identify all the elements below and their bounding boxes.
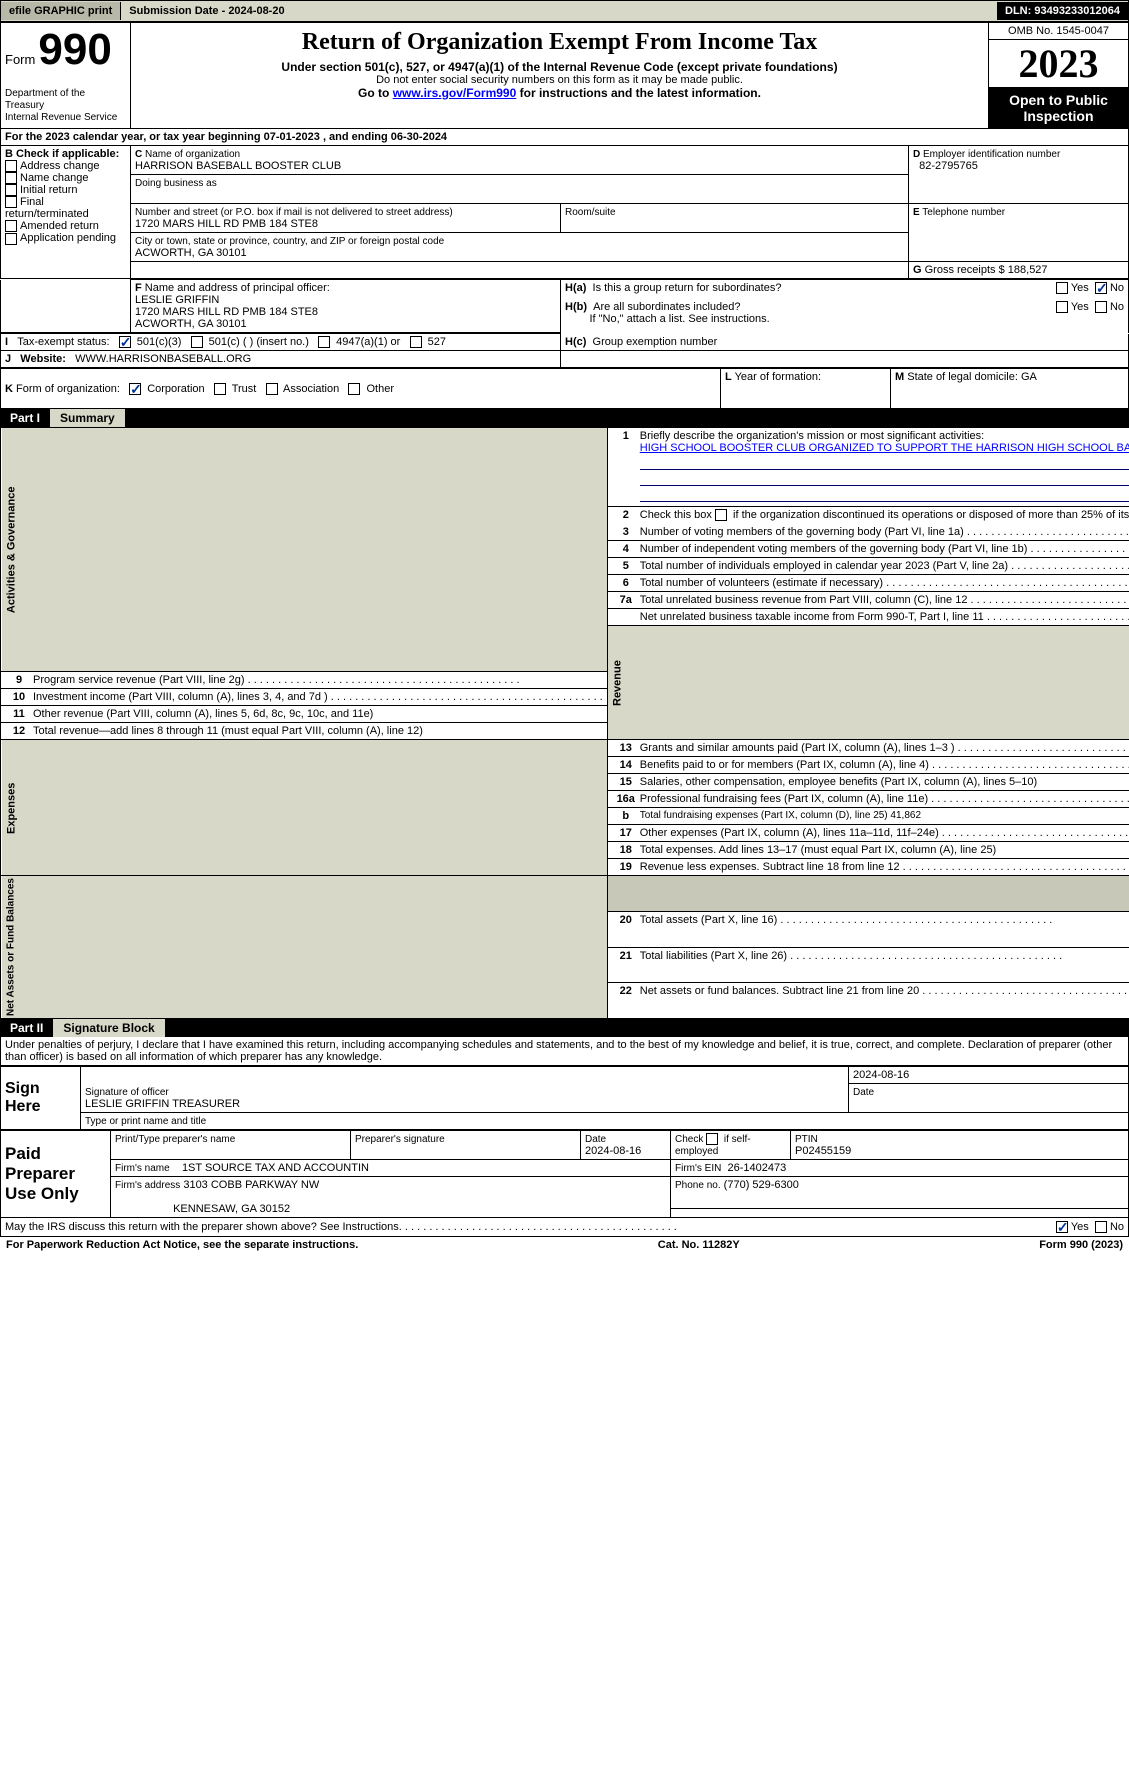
side-expenses: Expenses [1,740,608,876]
chk-other[interactable] [348,383,360,395]
sign-here-label: Sign Here [1,1067,81,1130]
declaration: Under penalties of perjury, I declare th… [0,1037,1129,1066]
ha-yes[interactable] [1056,282,1068,294]
irs-label: Internal Revenue Service [5,112,117,123]
omb-number: OMB No. 1545-0047 [989,23,1128,40]
f-h-table: F Name and address of principal officer:… [0,279,1129,333]
chk-4947[interactable] [318,336,330,348]
side-revenue: Revenue [607,626,1129,740]
chk-self-employed[interactable] [706,1133,718,1145]
chk-initial-return[interactable]: Initial return [5,184,77,196]
topbar: efile GRAPHIC print Submission Date - 20… [0,0,1129,22]
street-label: Number and street (or P.O. box if mail i… [135,207,453,218]
open-to-public: Open to Public Inspection [989,88,1128,128]
chk-address-change[interactable]: Address change [5,160,100,172]
irs-form990-link[interactable]: www.irs.gov/Form990 [393,86,517,100]
website-value: WWW.HARRISONBASEBALL.ORG [75,353,251,365]
part1-table: Activities & Governance 1Briefly describ… [0,427,1129,1019]
chk-501c[interactable] [191,336,203,348]
k-l-m-table: K Form of organization: Corporation Trus… [0,368,1129,409]
discuss-row: May the IRS discuss this return with the… [0,1218,1129,1237]
officer-street: 1720 MARS HILL RD PMB 184 STE8 [135,306,318,318]
efile-print-button[interactable]: efile GRAPHIC print [1,2,121,20]
city-value: ACWORTH, GA 30101 [135,247,247,259]
paid-preparer-label: Paid Preparer Use Only [1,1130,111,1217]
chk-final-return[interactable]: Final return/terminated [5,196,89,220]
dln: DLN: 93493233012064 [997,2,1128,20]
dba-label: Doing business as [135,178,217,189]
ssn-warning: Do not enter social security numbers on … [135,74,984,86]
paid-preparer-table: Paid Preparer Use Only Print/Type prepar… [0,1130,1129,1218]
discuss-yes[interactable] [1056,1221,1068,1233]
dept-treasury: Department of the Treasury [5,88,85,111]
chk-application-pending[interactable]: Application pending [5,232,116,244]
chk-501c3[interactable] [119,336,131,348]
sign-here-table: Sign Here 2024-08-16 Signature of office… [0,1066,1129,1130]
submission-date: Submission Date - 2024-08-20 [121,2,292,20]
officer-name: LESLIE GRIFFIN [135,294,219,306]
hb-yes[interactable] [1056,301,1068,313]
part2-header: Part II Signature Block [0,1019,1129,1037]
section-b-label: B Check if applicable: [5,148,119,160]
form-word: Form [5,52,35,67]
sign-date: 2024-08-16 [849,1067,1129,1084]
form-header-table: Form 990 Department of the Treasury Inte… [0,22,1129,129]
gross-receipts: 188,527 [1008,264,1048,276]
ha-no[interactable] [1095,282,1107,294]
chk-527[interactable] [410,336,422,348]
discuss-no[interactable] [1095,1221,1107,1233]
form-title: Return of Organization Exempt From Incom… [135,29,984,56]
part1-header: Part I Summary [0,409,1129,427]
chk-corp[interactable] [129,383,141,395]
chk-name-change[interactable]: Name change [5,172,89,184]
ein-value: 82-2795765 [919,160,978,172]
form-subtitle: Under section 501(c), 527, or 4947(a)(1)… [135,60,984,74]
section-a: A For the 2023 calendar year, or tax yea… [0,129,1129,145]
hb-no[interactable] [1095,301,1107,313]
info-table: B Check if applicable: Address change Na… [0,145,1129,279]
city-label: City or town, state or province, country… [135,236,444,247]
tax-year: 2023 [989,40,1128,87]
goto-line: Go to www.irs.gov/Form990 for instructio… [135,86,984,100]
mission-text[interactable]: HIGH SCHOOL BOOSTER CLUB ORGANIZED TO SU… [640,442,1129,454]
chk-trust[interactable] [214,383,226,395]
officer-city: ACWORTH, GA 30101 [135,318,247,330]
side-governance: Activities & Governance [1,428,608,672]
street-value: 1720 MARS HILL RD PMB 184 STE8 [135,218,318,230]
org-name: HARRISON BASEBALL BOOSTER CLUB [135,160,341,172]
room-label: Room/suite [565,207,616,218]
i-j-table: I Tax-exempt status: 501(c)(3) 501(c) ( … [0,333,1129,368]
form-number: 990 [38,25,111,74]
chk-assoc[interactable] [266,383,278,395]
chk-discontinued[interactable] [715,509,727,521]
section-a-text: For the 2023 calendar year, or tax year … [5,131,447,143]
side-netassets: Net Assets or Fund Balances [1,876,608,1019]
chk-amended-return[interactable]: Amended return [5,220,99,232]
page-footer: For Paperwork Reduction Act Notice, see … [0,1237,1129,1253]
